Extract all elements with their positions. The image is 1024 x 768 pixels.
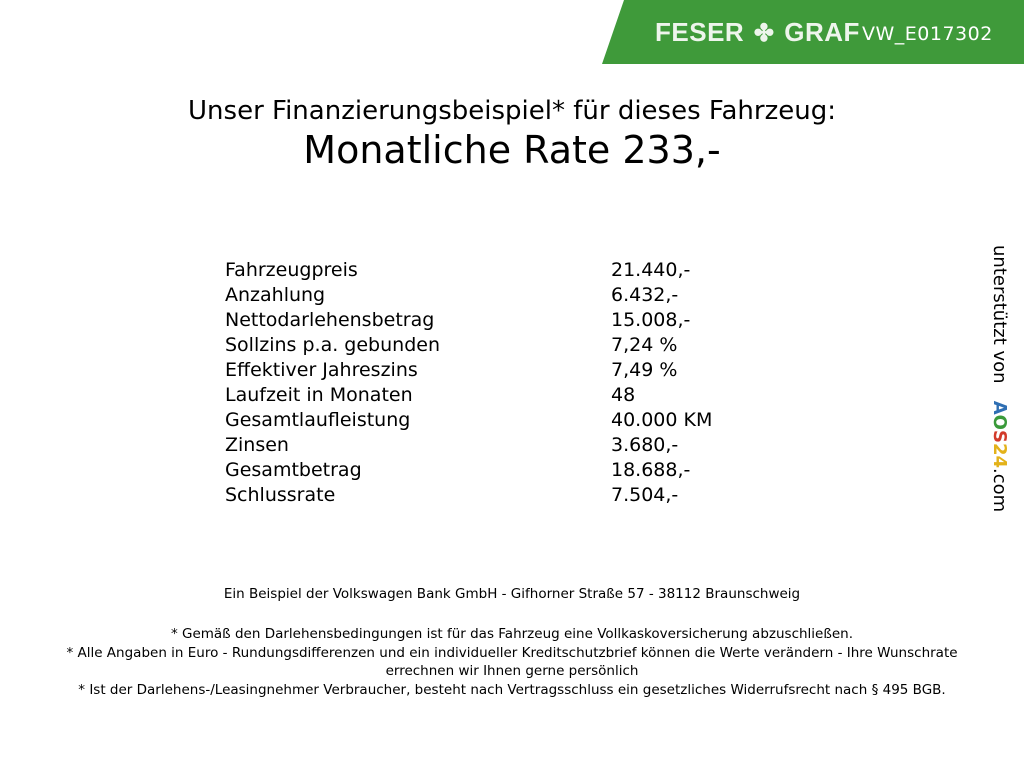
footnote: * Alle Angaben in Euro - Rundungsdiffere… [66, 645, 958, 679]
finance-value: 6.432,- [611, 284, 679, 306]
finance-value: 40.000 KM [611, 409, 713, 431]
finance-label: Anzahlung [225, 284, 326, 306]
footnote: * Gemäß den Darlehensbedingungen ist für… [170, 626, 854, 642]
aos24-logo: AOS24 [989, 400, 1010, 469]
finance-value: 48 [611, 384, 636, 406]
finance-table: Fahrzeugpreis 21.440,- Anzahlung 6.432,- Net… [225, 258, 712, 508]
finance-value: 7,49 % [611, 359, 678, 381]
finance-label: Gesamtbetrag [225, 459, 362, 481]
finance-label: Effektiver Jahreszins [225, 359, 418, 381]
powered-by: unterstützt von AOS24.com [989, 245, 1010, 512]
brand-left: FESER [655, 17, 745, 47]
finance-row: Effektiver Jahreszins 7,49 % [225, 358, 712, 383]
finance-label: Fahrzeugpreis [225, 259, 358, 281]
finance-label: Sollzins p.a. gebunden [225, 334, 440, 356]
finance-value: 7.504,- [611, 484, 679, 506]
finance-value: 21.440,- [611, 259, 691, 281]
finance-label: Nettodarlehensbetrag [225, 309, 435, 331]
finance-label: Gesamtlaufleistung [225, 409, 411, 431]
powered-by-domain: .com [989, 468, 1010, 513]
finance-label: Zinsen [225, 434, 289, 456]
title-intro: Unser Finanzierungsbeispiel* für dieses … [188, 96, 836, 126]
powered-by-text: unterstützt von [989, 245, 1010, 384]
finance-row: Anzahlung 6.432,- [225, 283, 712, 308]
finance-row: Fahrzeugpreis 21.440,- [225, 258, 712, 283]
finance-row: Sollzins p.a. gebunden 7,24 % [225, 333, 712, 358]
brand-logo: FESER ✤ GRAF [655, 17, 860, 48]
finance-value: 15.008,- [611, 309, 691, 331]
monthly-rate: Monatliche Rate 233,- [303, 128, 721, 172]
finance-row: Gesamtbetrag 18.688,- [225, 458, 712, 483]
bank-info: Ein Beispiel der Volkswagen Bank GmbH - … [223, 586, 801, 602]
footnotes: * Gemäß den Darlehensbedingungen ist für… [40, 625, 984, 700]
finance-value: 3.680,- [611, 434, 679, 456]
header-banner [602, 0, 1024, 64]
finance-row: Gesamtlaufleistung 40.000 KM [225, 408, 712, 433]
finance-row: Nettodarlehensbetrag 15.008,- [225, 308, 712, 333]
finance-label: Schlussrate [225, 484, 336, 506]
clover-icon: ✤ [753, 20, 775, 47]
brand-right: GRAF [784, 17, 860, 47]
finance-row: Schlussrate 7.504,- [225, 483, 712, 508]
finance-value: 18.688,- [611, 459, 691, 481]
vehicle-code: VW_E017302 [862, 23, 993, 45]
footnote: * Ist der Darlehens-/Leasingnehmer Verbr… [78, 682, 946, 698]
finance-row: Zinsen 3.680,- [225, 433, 712, 458]
finance-row: Laufzeit in Monaten 48 [225, 383, 712, 408]
finance-value: 7,24 % [611, 334, 678, 356]
finance-label: Laufzeit in Monaten [225, 384, 413, 406]
